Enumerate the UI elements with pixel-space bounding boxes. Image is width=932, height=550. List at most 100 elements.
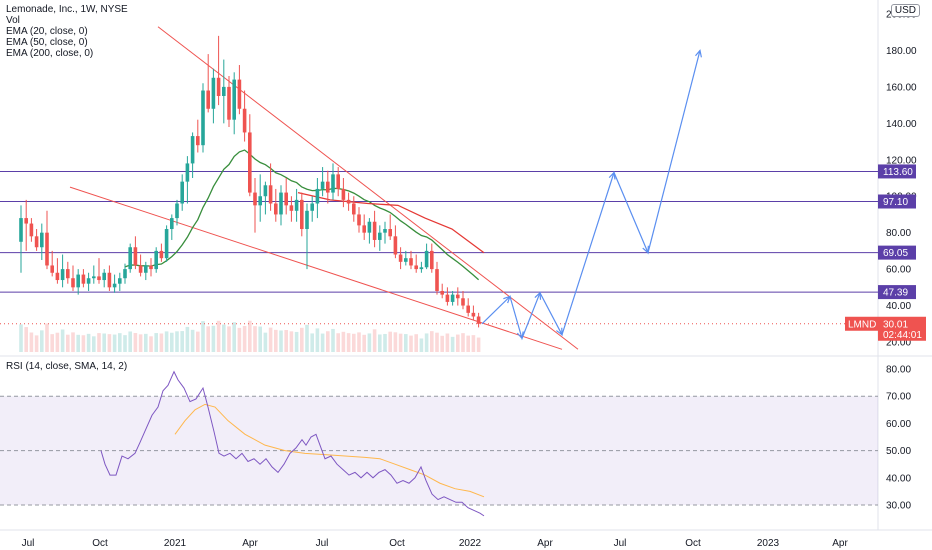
candle-body [175,203,179,219]
candle [206,54,210,113]
volume-bar [476,337,481,352]
volume-bar [398,333,403,352]
candle [232,72,236,135]
time-axis[interactable]: Jul Oct 2021 Apr Jul Oct 2022 Apr Jul Oct 2023 Apr [22,538,849,549]
candle-body [71,278,75,288]
candle [289,196,294,222]
volume-bar [378,334,382,352]
rsi-lines [100,370,485,517]
candle [456,287,460,306]
volume-bar [326,331,330,352]
candle-body [154,250,158,270]
time-tick-label: Jul [614,538,627,549]
candle [310,196,314,222]
volume-bar [320,333,325,352]
candle-body [149,265,153,270]
time-tick-label: Oct [685,538,701,549]
volume-bars [19,320,481,352]
volume-bar [450,336,455,352]
volume-bar [50,334,54,352]
candle [242,90,247,142]
volume-bar [404,334,408,352]
volume-bar [388,331,392,352]
volume-bar [190,329,195,352]
rsi-legend: RSI (14, close, SMA, 14, 2) [6,361,128,372]
volume-bar [357,332,361,352]
volume-bar [185,326,190,352]
volume-bar [409,335,413,352]
candle [305,203,309,270]
time-tick-label: Jul [22,538,35,549]
candle [190,132,195,178]
candle-body [398,254,403,262]
candle-body [435,269,439,291]
projection-arrowhead [516,331,524,340]
rsi-band-fill [0,396,878,505]
volume-bar [112,334,117,352]
candle-body [253,192,257,206]
candle-body [45,232,49,266]
candle [346,192,351,211]
candle [268,163,273,211]
candle [258,174,262,222]
time-tick-label: Apr [537,538,553,549]
currency-button[interactable]: USD [890,4,920,17]
candle-body [419,267,424,270]
time-tick-label: Apr [832,538,848,549]
candle [466,298,470,317]
candle [450,290,455,306]
candle [237,65,242,115]
candle-body [331,174,335,193]
candle [430,243,434,273]
candle [185,156,190,204]
candle-body [24,218,28,224]
candle-body [476,316,481,324]
rsi-axis[interactable]: 30.00 40.00 50.00 60.00 70.00 80.00 [886,365,911,512]
volume-bar [279,330,283,352]
volume-bar [102,333,106,352]
candle-body [81,274,86,284]
candle-body [107,272,112,288]
volume-bar [128,331,132,352]
volume-bar [81,335,86,352]
volume-bar [133,333,138,352]
volume-bar [60,329,65,352]
volume-bar [393,332,398,352]
candle [19,205,23,273]
projection-path[interactable] [481,49,702,341]
candle [393,225,398,259]
volume-bar [471,335,476,352]
candle-body [170,218,174,230]
volume-bar [154,333,158,352]
candle [149,258,153,277]
candle-body [450,294,455,302]
projection-arrowhead [608,171,616,180]
volume-bar [45,323,49,352]
rsi-tick-label: 30.00 [886,501,911,512]
candle-body [258,196,262,206]
candle [331,163,335,200]
projection-arrowhead [534,291,542,300]
candle [60,254,65,288]
volume-bar [341,331,346,352]
candle [294,188,299,222]
candle-body [180,181,184,204]
candle-body [268,185,273,204]
candle-body [289,205,294,211]
volume-bar [71,332,75,352]
price-level-lines[interactable] [0,170,878,325]
volume-bar [76,334,80,352]
rsi-tick-label: 40.00 [886,473,911,484]
projection-arrowhead [642,245,649,254]
candle [112,274,117,293]
candle-body [372,221,377,240]
volume-bar [352,333,356,352]
candle-body [440,290,444,295]
candle [81,269,86,288]
candle-body [227,86,231,120]
candle [66,261,70,284]
volume-bar [424,333,429,352]
rsi-tick-label: 60.00 [886,419,911,430]
volume-bar [29,332,34,352]
